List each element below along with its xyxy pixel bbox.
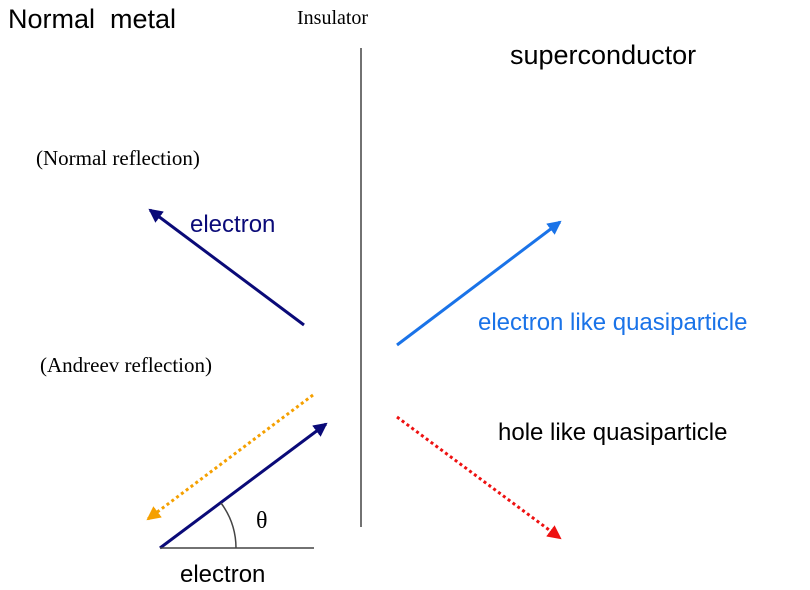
incident-electron-label: electron xyxy=(180,561,265,588)
normal-reflection-label: (Normal reflection) xyxy=(36,146,200,170)
hole-reflection-arrow xyxy=(146,393,314,521)
andreev-reflection-label: (Andreev reflection) xyxy=(40,353,212,377)
normal-metal-label: Normal metal xyxy=(8,4,176,34)
electron-like-arrow xyxy=(396,220,562,347)
reflected-electron-arrow xyxy=(148,208,305,327)
electron-like-label: electron like quasiparticle xyxy=(478,309,747,336)
incident-electron-arrow xyxy=(159,422,328,550)
hole-like-label: hole like quasiparticle xyxy=(498,419,727,446)
angle-arc xyxy=(220,502,237,549)
reflected-electron-label: electron xyxy=(190,211,275,238)
theta-label: θ xyxy=(256,508,268,534)
superconductor-label: superconductor xyxy=(510,40,696,70)
insulator-label: Insulator xyxy=(297,7,368,29)
hole-like-arrow xyxy=(396,415,562,540)
